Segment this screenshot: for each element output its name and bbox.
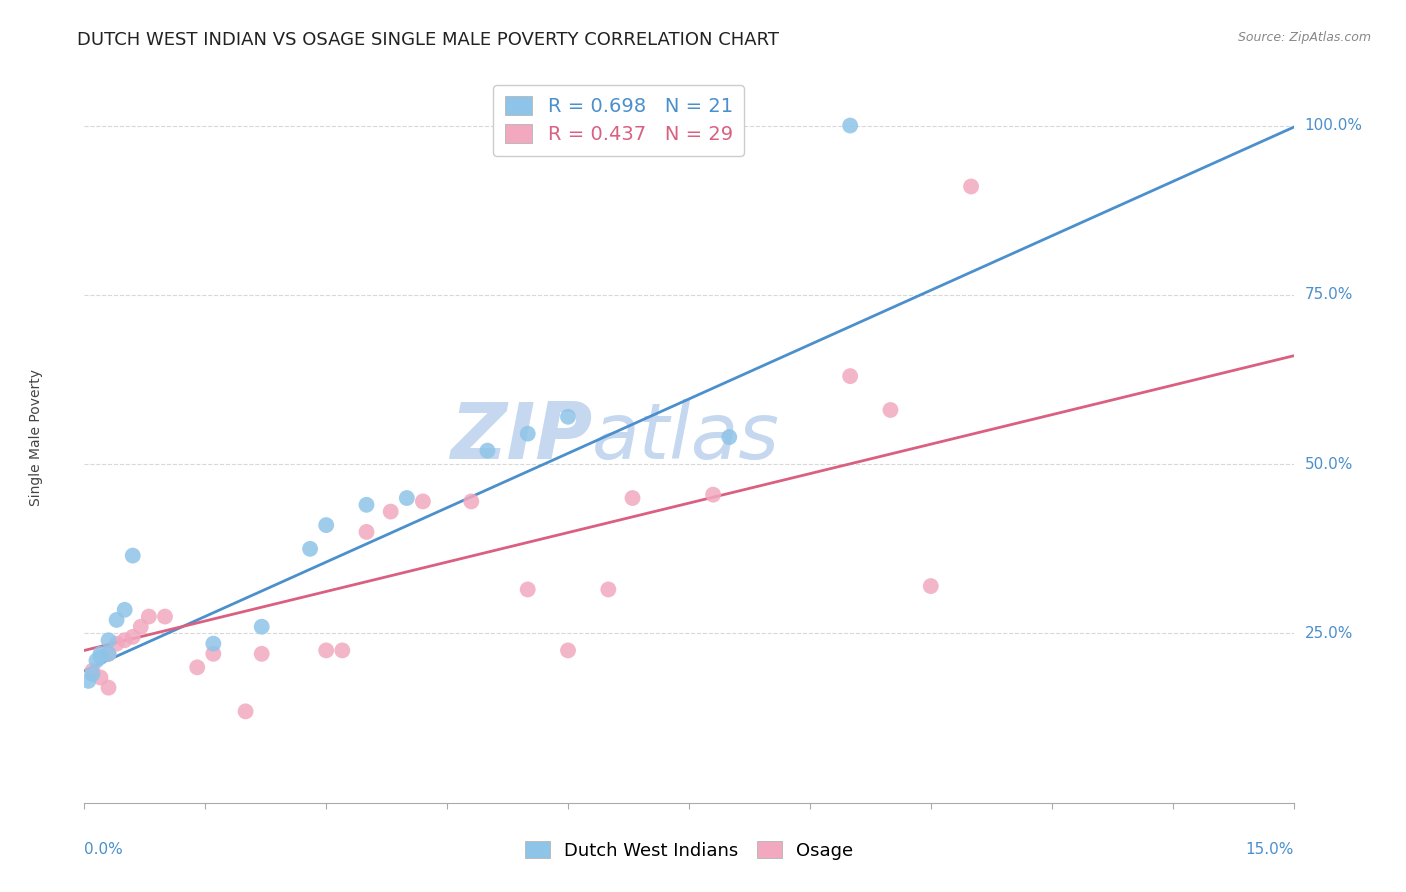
Point: [121, 549, 143, 563]
Point: [138, 609, 160, 624]
Point: [702, 488, 724, 502]
Text: 100.0%: 100.0%: [1305, 118, 1362, 133]
Point: [839, 369, 862, 384]
Point: [86, 654, 108, 668]
Text: ZIP: ZIP: [450, 399, 592, 475]
Point: [960, 179, 983, 194]
Point: [202, 647, 225, 661]
Point: [97, 633, 120, 648]
Point: [97, 647, 120, 661]
Point: [89, 671, 111, 685]
Point: [557, 409, 579, 424]
Point: [97, 647, 120, 661]
Point: [920, 579, 942, 593]
Point: [82, 667, 104, 681]
Point: [129, 620, 152, 634]
Text: 25.0%: 25.0%: [1305, 626, 1353, 641]
Point: [121, 630, 143, 644]
Point: [105, 637, 128, 651]
Point: [839, 119, 862, 133]
Point: [97, 681, 120, 695]
Text: DUTCH WEST INDIAN VS OSAGE SINGLE MALE POVERTY CORRELATION CHART: DUTCH WEST INDIAN VS OSAGE SINGLE MALE P…: [77, 31, 779, 49]
Point: [89, 647, 111, 661]
Point: [82, 664, 104, 678]
Point: [356, 498, 378, 512]
Point: [516, 582, 538, 597]
Point: [356, 524, 378, 539]
Point: [250, 647, 273, 661]
Point: [412, 494, 434, 508]
Legend: Dutch West Indians, Osage: Dutch West Indians, Osage: [517, 834, 860, 867]
Point: [250, 620, 273, 634]
Text: Single Male Poverty: Single Male Poverty: [30, 368, 44, 506]
Point: [330, 643, 353, 657]
Text: 50.0%: 50.0%: [1305, 457, 1353, 472]
Text: 75.0%: 75.0%: [1305, 287, 1353, 302]
Point: [395, 491, 418, 505]
Point: [105, 613, 128, 627]
Point: [153, 609, 176, 624]
Point: [718, 430, 741, 444]
Point: [77, 673, 100, 688]
Point: [89, 650, 111, 665]
Point: [380, 505, 402, 519]
Point: [621, 491, 644, 505]
Point: [235, 705, 257, 719]
Point: [557, 643, 579, 657]
Point: [186, 660, 208, 674]
Point: [114, 633, 136, 648]
Point: [299, 541, 322, 556]
Text: atlas: atlas: [592, 399, 780, 475]
Point: [315, 643, 337, 657]
Point: [114, 603, 136, 617]
Point: [879, 403, 901, 417]
Point: [477, 443, 499, 458]
Point: [202, 637, 225, 651]
Text: 15.0%: 15.0%: [1246, 842, 1294, 856]
Point: [598, 582, 620, 597]
Point: [460, 494, 482, 508]
Point: [315, 518, 337, 533]
Text: Source: ZipAtlas.com: Source: ZipAtlas.com: [1237, 31, 1371, 45]
Point: [516, 426, 538, 441]
Text: 0.0%: 0.0%: [84, 842, 124, 856]
